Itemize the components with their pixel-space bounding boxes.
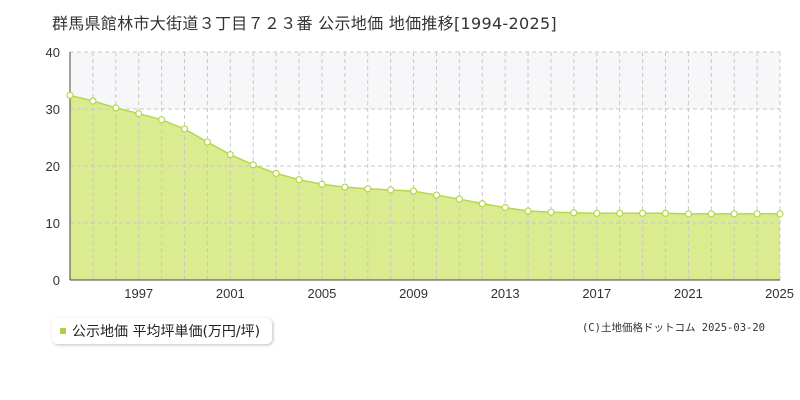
band-30-40 xyxy=(70,52,780,109)
y-tick-label-30: 30 xyxy=(46,102,60,117)
x-tick-label-2001: 2001 xyxy=(216,286,245,301)
y-tick-label-40: 40 xyxy=(46,45,60,60)
series-line xyxy=(69,94,780,215)
x-tick-label-2009: 2009 xyxy=(399,286,428,301)
x-tick-labels: 1997 2001 2005 2009 2013 2017 2021 2025 xyxy=(124,286,794,301)
x-tick-label-2013: 2013 xyxy=(491,286,520,301)
data-point-2014 xyxy=(524,207,532,215)
data-point-2002 xyxy=(249,161,257,169)
data-point-2020 xyxy=(661,209,670,217)
data-point-2004 xyxy=(295,176,303,184)
y-tick-label-10: 10 xyxy=(46,216,60,231)
series-line-path xyxy=(69,94,780,215)
data-point-2007 xyxy=(364,185,372,193)
data-point-1996 xyxy=(112,104,120,112)
x-tick-label-1997: 1997 xyxy=(124,286,153,301)
data-point-2015 xyxy=(547,208,555,216)
data-point-2001 xyxy=(226,151,234,159)
data-point-2023 xyxy=(730,210,738,218)
data-point-1994 xyxy=(66,91,74,99)
data-markers xyxy=(66,91,784,218)
data-point-1999 xyxy=(180,125,189,133)
data-point-2005 xyxy=(318,180,326,188)
data-point-2024 xyxy=(753,210,761,218)
data-point-2000 xyxy=(203,138,212,146)
grid-lines xyxy=(70,51,781,280)
legend-label: 公示地価 平均坪単価(万円/坪) xyxy=(72,324,261,340)
data-point-2018 xyxy=(616,209,624,217)
data-point-2010 xyxy=(432,191,441,199)
legend: 公示地価 平均坪単価(万円/坪) xyxy=(52,318,273,344)
data-point-2008 xyxy=(387,186,395,194)
y-tick-label-20: 20 xyxy=(46,159,60,174)
data-point-1995 xyxy=(89,97,97,105)
legend-swatch xyxy=(60,328,66,334)
x-tick-label-2005: 2005 xyxy=(307,286,336,301)
data-point-1998 xyxy=(158,116,166,124)
background-band xyxy=(70,52,780,109)
data-point-2009 xyxy=(409,187,418,195)
x-tick-label-2025: 2025 xyxy=(765,286,794,301)
y-tick-labels: 0 10 20 30 40 xyxy=(46,45,60,288)
area-series xyxy=(70,95,780,280)
y-tick-label-0: 0 xyxy=(53,273,60,288)
data-point-2019 xyxy=(638,209,647,217)
data-point-2017 xyxy=(593,209,601,217)
data-point-2012 xyxy=(478,200,486,208)
data-point-2016 xyxy=(570,209,578,217)
data-point-2013 xyxy=(501,204,509,212)
copyright: (C)土地価格ドットコム 2025-03-20 xyxy=(581,322,765,334)
data-point-2022 xyxy=(707,210,715,218)
data-point-2025 xyxy=(776,210,784,218)
x-tick-label-2021: 2021 xyxy=(674,286,703,301)
x-tick-label-2017: 2017 xyxy=(582,286,611,301)
axes xyxy=(69,52,780,281)
data-point-2011 xyxy=(455,195,463,203)
area-fill xyxy=(70,95,780,280)
data-point-2006 xyxy=(341,183,349,191)
data-point-2021 xyxy=(684,210,692,218)
chart-title: 群馬県館林市大街道３丁目７２３番 公示地価 地価推移[1994-2025] xyxy=(52,14,557,33)
data-point-1997 xyxy=(135,109,143,118)
data-point-2003 xyxy=(272,169,280,178)
